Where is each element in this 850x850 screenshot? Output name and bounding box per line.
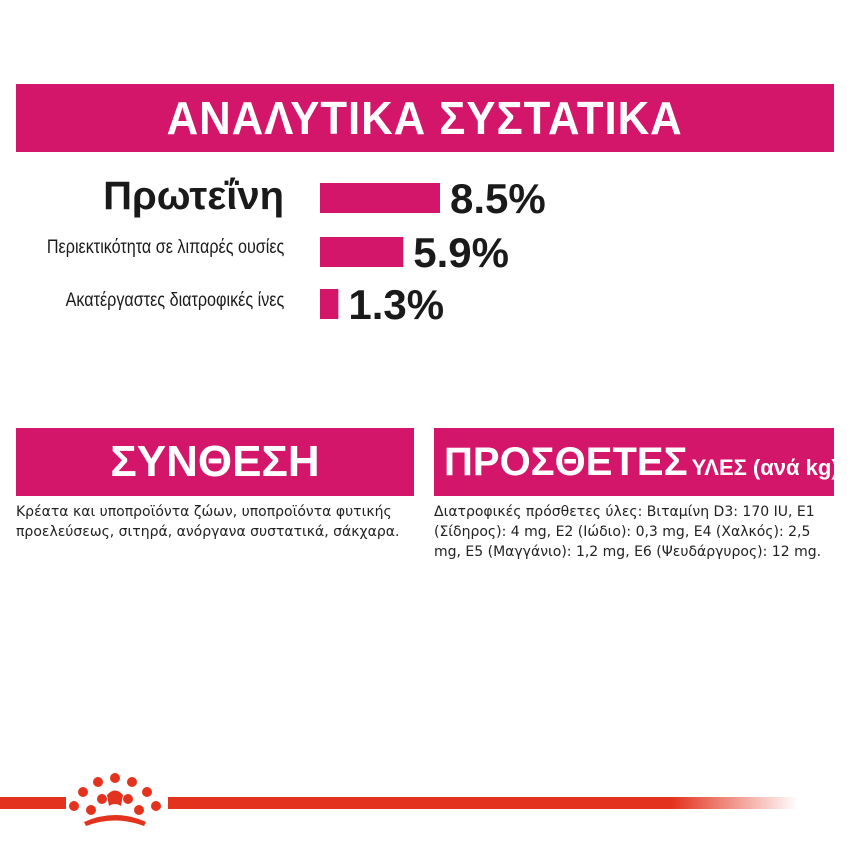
footer-line-left bbox=[0, 797, 66, 809]
bar-fat bbox=[320, 237, 404, 267]
crown-icon bbox=[69, 773, 161, 826]
additives-title: ΠΡΟΣΘΕΤΕΣ bbox=[444, 439, 688, 484]
additives-text: Διατροφικές πρόσθετες ύλες: Βιταμίνη D3:… bbox=[434, 504, 822, 560]
bar-value-fibre: 1.3% bbox=[348, 281, 445, 328]
composition-banner: ΣΥΝΘΕΣΗ bbox=[16, 428, 414, 496]
bar-label-fat: Περιεκτικότητα σε λιπαρές ουσίες bbox=[46, 237, 284, 258]
composition-text: Κρέατα και υποπροϊόντα ζώων, υποπροϊόντα… bbox=[16, 504, 400, 540]
bar-label-fibre: Ακατέργαστες διατροφικές ίνες bbox=[65, 290, 284, 311]
analytical-constituents-banner: ΑΝΑΛΥΤΙΚΑ ΣΥΣΤΑΤΙΚΑ bbox=[16, 84, 834, 152]
additives-subtitle: ΥΛΕΣ (ανά kg) bbox=[691, 455, 834, 480]
constituents-bars bbox=[320, 183, 440, 319]
bar-label-protein: Πρωτεΐνη bbox=[103, 174, 284, 218]
additives-banner: ΠΡΟΣΘΕΤΕΣ ΥΛΕΣ (ανά kg) bbox=[434, 428, 834, 496]
bar-protein bbox=[320, 183, 440, 213]
bar-value-fat: 5.9% bbox=[413, 229, 510, 276]
bar-value-protein: 8.5% bbox=[450, 175, 546, 222]
composition-title: ΣΥΝΘΕΣΗ bbox=[110, 437, 320, 486]
analytical-constituents-title: ΑΝΑΛΥΤΙΚΑ ΣΥΣΤΑΤΙΚΑ bbox=[166, 92, 684, 144]
footer-line-right bbox=[168, 797, 798, 809]
bar-fibre bbox=[320, 289, 339, 319]
